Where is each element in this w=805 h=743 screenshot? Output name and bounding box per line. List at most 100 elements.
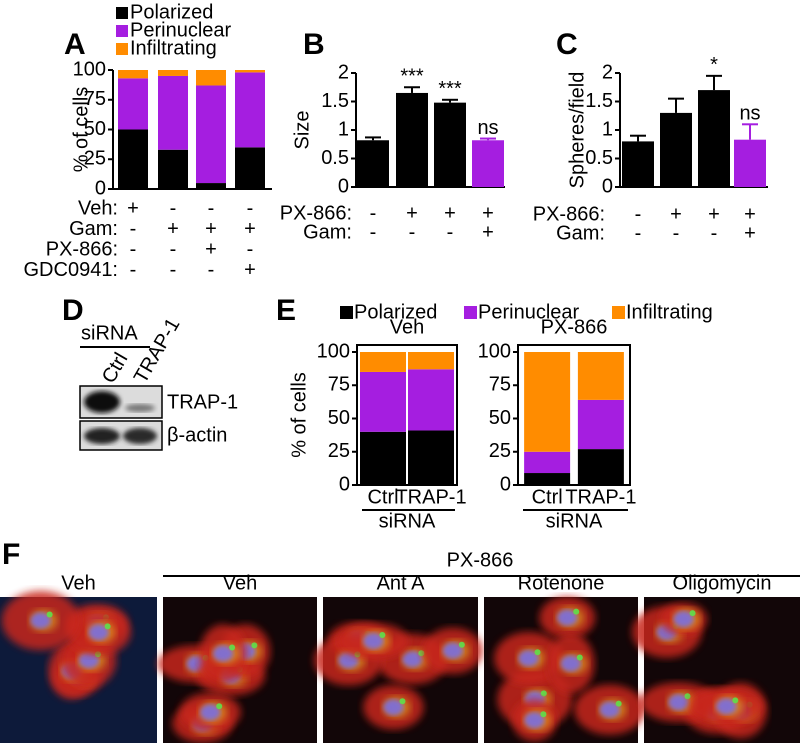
plot-frame: [517, 344, 631, 486]
y-tick-label: 25: [328, 440, 350, 462]
mitochondria: [732, 697, 739, 704]
nucleus: [213, 645, 234, 662]
mitochondria: [573, 608, 580, 615]
bar: [660, 112, 692, 187]
y-tick-label: 2: [602, 61, 613, 83]
condition-sign: -: [170, 238, 177, 260]
mitochondria: [229, 644, 236, 651]
blot-band: [125, 404, 155, 412]
nucleus: [716, 698, 737, 715]
condition-sign: -: [673, 222, 680, 244]
bar-segment: [408, 352, 454, 370]
y-tick-label: 0: [338, 175, 349, 197]
condition-label: PX-866:: [533, 203, 605, 225]
y-tick-label: 75: [489, 374, 511, 396]
bar-segment: [524, 352, 571, 452]
condition-sign: -: [247, 197, 254, 219]
image-label: Veh: [61, 572, 95, 594]
y-tick-label: 25: [489, 440, 511, 462]
mitochondria: [534, 649, 541, 656]
condition-sign: +: [744, 222, 756, 244]
panel-label: B: [303, 28, 325, 61]
bar-segment: [158, 149, 188, 189]
panel-title: PX-866: [541, 316, 608, 338]
y-tick-label: 25: [84, 148, 106, 170]
panel-label: C: [556, 28, 578, 61]
condition-label: GDC0941:: [24, 259, 119, 281]
x-tick-label: TRAP-1: [565, 486, 636, 508]
annotation: ns: [477, 117, 498, 139]
x-axis-label: siRNA: [546, 510, 603, 532]
bar-segment: [577, 352, 624, 400]
condition-sign: -: [711, 222, 718, 244]
condition-sign: +: [244, 218, 256, 240]
mitochondria: [399, 698, 406, 705]
condition-sign: +: [744, 203, 756, 225]
bar-segment: [235, 70, 265, 73]
nucleus: [560, 655, 581, 672]
bar-segment: [524, 451, 571, 474]
bar-segment: [408, 430, 454, 485]
nucleus: [338, 652, 359, 669]
condition-sign: -: [635, 222, 642, 244]
y-axis-label: % of cells: [70, 87, 92, 173]
legend-label: Polarized: [130, 1, 213, 23]
bar-segment: [196, 70, 226, 86]
legend-label: Perinuclear: [130, 19, 232, 41]
y-tick-label: 1: [602, 118, 613, 140]
mitochondria: [684, 693, 691, 700]
panel-label: A: [64, 28, 86, 61]
nucleus: [200, 704, 221, 721]
nucleus: [363, 633, 384, 650]
image-label: Oligomycin: [673, 572, 772, 594]
condition-sign: +: [670, 203, 682, 225]
bar: [734, 139, 766, 187]
lane-label: Ctrl: [98, 349, 133, 387]
bar-segment: [196, 85, 226, 184]
condition-sign: +: [482, 202, 494, 224]
legend-label: Infiltrating: [130, 37, 217, 59]
legend-swatch: [116, 43, 128, 55]
annotation: ***: [400, 66, 424, 88]
condition-label: PX-866:: [280, 202, 352, 224]
y-tick-label: 100: [317, 340, 350, 362]
legend-swatch: [340, 306, 353, 319]
condition-sign: -: [447, 221, 454, 243]
condition-sign: +: [406, 202, 418, 224]
condition-sign: -: [370, 221, 377, 243]
y-tick-label: 50: [489, 407, 511, 429]
image-label: Veh: [223, 572, 257, 594]
condition-sign: +: [708, 203, 720, 225]
panel-label: F: [2, 538, 20, 571]
nucleus: [383, 699, 404, 716]
mitochondria: [379, 632, 386, 639]
mitochondria: [251, 642, 258, 649]
mitochondria: [689, 610, 696, 617]
bar-segment: [196, 183, 226, 189]
panel-label: E: [276, 294, 296, 327]
bar: [698, 90, 730, 187]
nucleus: [599, 701, 620, 718]
y-tick-label: 75: [84, 88, 106, 110]
y-tick-label: 100: [73, 58, 106, 80]
condition-label: Veh:: [78, 197, 118, 219]
annotation: ***: [438, 78, 462, 100]
condition-sign: -: [247, 238, 254, 260]
lane-label: TRAP-1: [130, 315, 185, 388]
y-tick-label: 50: [328, 407, 350, 429]
legend-swatch: [116, 25, 128, 37]
mitochondria: [540, 690, 547, 697]
bar: [434, 102, 466, 187]
blot-group: siRNA: [81, 322, 138, 344]
condition-sign: -: [635, 203, 642, 225]
condition-sign: +: [244, 259, 256, 281]
image-label: Ant A: [377, 572, 425, 594]
bar-segment: [118, 70, 148, 79]
y-tick-label: 75: [328, 374, 350, 396]
row-label: β-actin: [167, 424, 227, 446]
bar-segment: [360, 431, 406, 485]
image-label: Rotenone: [518, 572, 605, 594]
legend-label: Polarized: [354, 301, 437, 323]
condition-sign: +: [167, 218, 179, 240]
y-tick-label: 0: [95, 177, 106, 199]
